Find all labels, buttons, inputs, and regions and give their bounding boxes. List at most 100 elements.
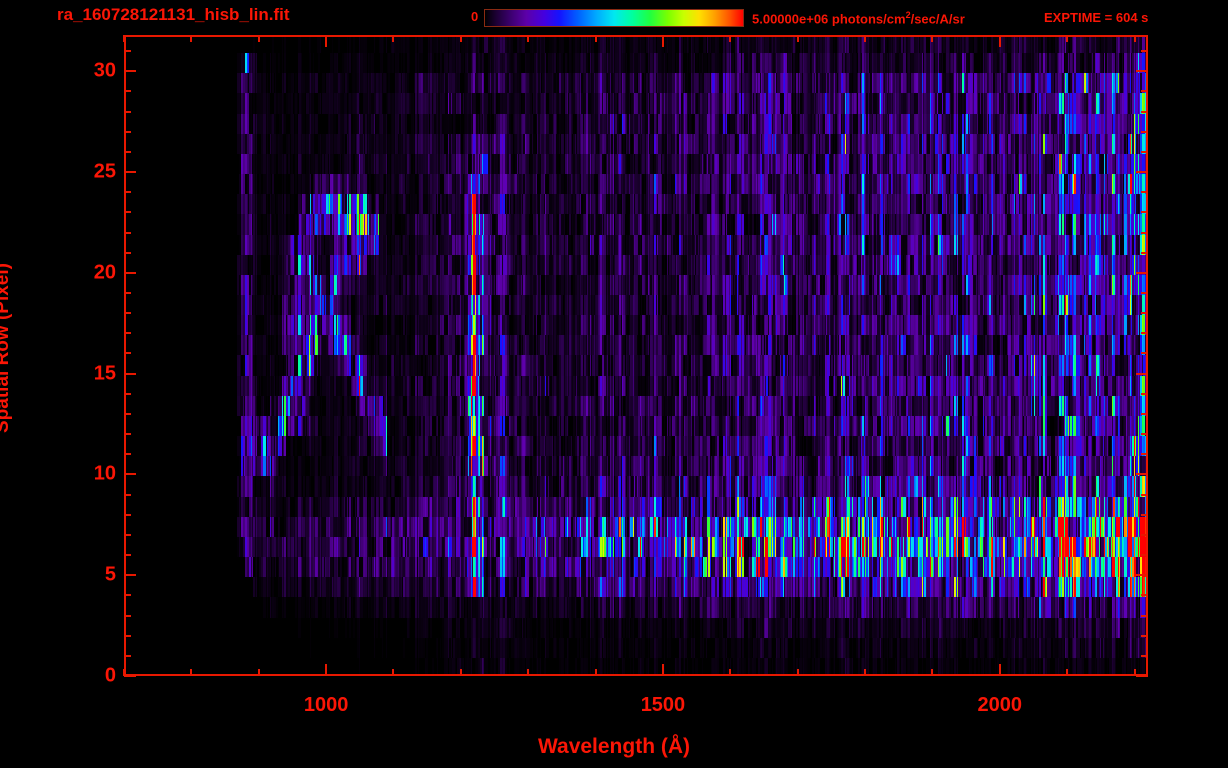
y-minor-tick — [124, 352, 131, 354]
y-minor-tick — [124, 211, 131, 213]
y-minor-tick — [124, 615, 131, 617]
x-minor-tick-top — [864, 35, 866, 42]
x-minor-tick-top — [729, 35, 731, 42]
colorbar-max-label: 5.00000e+06 photons/cm2/sec/A/sr — [752, 10, 965, 26]
y-minor-tick-right — [1141, 534, 1148, 536]
x-minor-tick — [123, 669, 125, 676]
y-minor-tick — [124, 111, 131, 113]
heatmap-area — [126, 37, 1146, 674]
y-axis-title: Spatial Row (Pixel) — [0, 263, 13, 433]
x-minor-tick — [864, 669, 866, 676]
y-major-tick — [124, 574, 136, 576]
x-major-tick — [325, 664, 327, 676]
y-minor-tick — [124, 312, 131, 314]
y-minor-tick-right — [1141, 292, 1148, 294]
x-minor-tick-top — [392, 35, 394, 42]
y-minor-tick — [124, 252, 131, 254]
y-minor-tick-right — [1141, 252, 1148, 254]
x-major-tick-top — [999, 35, 1001, 47]
x-major-tick — [999, 664, 1001, 676]
x-minor-tick-top — [123, 35, 125, 42]
y-minor-tick-right — [1141, 151, 1148, 153]
y-minor-tick-right — [1141, 655, 1148, 657]
y-minor-tick — [124, 635, 131, 637]
y-minor-tick — [124, 655, 131, 657]
y-minor-tick — [124, 292, 131, 294]
x-minor-tick — [460, 669, 462, 676]
y-minor-tick-right — [1141, 494, 1148, 496]
y-minor-tick — [124, 151, 131, 153]
x-major-tick — [662, 664, 664, 676]
colorbar-max-units: /sec/A/sr — [910, 11, 965, 27]
y-major-tick-right — [1136, 70, 1148, 72]
y-minor-tick-right — [1141, 111, 1148, 113]
y-major-tick-right — [1136, 473, 1148, 475]
y-minor-tick — [124, 433, 131, 435]
x-tick-label: 2000 — [977, 694, 1023, 716]
y-minor-tick — [124, 494, 131, 496]
x-minor-tick-top — [931, 35, 933, 42]
x-minor-tick-top — [258, 35, 260, 42]
y-minor-tick-right — [1141, 90, 1148, 92]
y-minor-tick-right — [1141, 554, 1148, 556]
x-minor-tick-top — [190, 35, 192, 42]
y-minor-tick — [124, 534, 131, 536]
x-minor-tick — [1066, 669, 1068, 676]
y-minor-tick-right — [1141, 191, 1148, 193]
colorbar — [484, 9, 744, 27]
x-minor-tick — [527, 669, 529, 676]
y-minor-tick-right — [1141, 393, 1148, 395]
x-minor-tick — [729, 669, 731, 676]
x-minor-tick — [258, 669, 260, 676]
y-minor-tick — [124, 413, 131, 415]
x-minor-tick — [190, 669, 192, 676]
colorbar-max-exponent: 2 — [905, 10, 911, 20]
y-minor-tick-right — [1141, 211, 1148, 213]
y-minor-tick — [124, 453, 131, 455]
y-major-tick-right — [1136, 574, 1148, 576]
y-minor-tick-right — [1141, 352, 1148, 354]
y-minor-tick-right — [1141, 232, 1148, 234]
x-minor-tick-top — [527, 35, 529, 42]
y-major-tick-right — [1136, 675, 1148, 677]
x-minor-tick-top — [460, 35, 462, 42]
y-major-tick — [124, 70, 136, 72]
y-minor-tick-right — [1141, 594, 1148, 596]
y-major-tick — [124, 171, 136, 173]
x-major-tick-top — [662, 35, 664, 47]
x-tick-label: 1500 — [640, 694, 686, 716]
y-minor-tick-right — [1141, 635, 1148, 637]
y-minor-tick — [124, 90, 131, 92]
x-minor-tick — [797, 669, 799, 676]
x-axis-title: Wavelength (Å) — [537, 735, 691, 758]
y-major-tick — [124, 272, 136, 274]
y-minor-tick-right — [1141, 131, 1148, 133]
y-minor-tick — [124, 131, 131, 133]
y-major-tick-right — [1136, 272, 1148, 274]
x-minor-tick-top — [797, 35, 799, 42]
y-minor-tick — [124, 191, 131, 193]
y-tick-label: 20 — [93, 261, 116, 284]
x-minor-tick — [595, 669, 597, 676]
exposure-time-label: EXPTIME = 604 s — [1044, 10, 1149, 25]
y-major-tick-right — [1136, 373, 1148, 375]
y-major-tick — [124, 473, 136, 475]
y-tick-label: 5 — [104, 563, 116, 586]
y-minor-tick-right — [1141, 453, 1148, 455]
y-minor-tick-right — [1141, 433, 1148, 435]
spectrogram-canvas — [126, 37, 1146, 674]
y-tick-label: 10 — [93, 462, 116, 485]
y-minor-tick — [124, 514, 131, 516]
y-minor-tick — [124, 594, 131, 596]
y-minor-tick-right — [1141, 312, 1148, 314]
y-tick-label: 0 — [104, 664, 116, 687]
y-tick-label: 25 — [93, 160, 116, 183]
x-minor-tick-top — [595, 35, 597, 42]
x-major-tick-top — [325, 35, 327, 47]
y-minor-tick-right — [1141, 413, 1148, 415]
y-tick-label: 30 — [93, 59, 116, 82]
y-minor-tick-right — [1141, 332, 1148, 334]
plot-frame — [124, 35, 1148, 676]
y-minor-tick — [124, 393, 131, 395]
x-minor-tick — [931, 669, 933, 676]
